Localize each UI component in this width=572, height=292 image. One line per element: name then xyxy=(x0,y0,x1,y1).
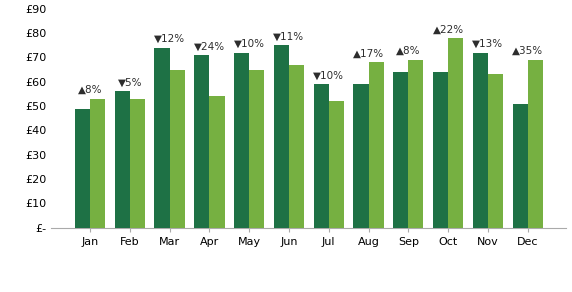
Bar xyxy=(274,45,289,228)
Bar xyxy=(329,101,344,228)
Bar xyxy=(289,65,304,228)
Text: ▲8%: ▲8% xyxy=(78,85,102,95)
Text: ▲8%: ▲8% xyxy=(396,46,420,56)
Text: ▼11%: ▼11% xyxy=(273,32,304,42)
Bar xyxy=(130,99,145,228)
Bar xyxy=(488,74,503,228)
Bar xyxy=(393,72,408,228)
Text: ▼13%: ▼13% xyxy=(472,39,503,49)
Text: ▼24%: ▼24% xyxy=(194,41,225,51)
Bar xyxy=(75,109,90,228)
Bar xyxy=(448,38,463,228)
Bar xyxy=(169,69,185,228)
Bar xyxy=(353,84,368,228)
Bar xyxy=(473,53,488,228)
Bar xyxy=(234,53,249,228)
Bar xyxy=(90,99,105,228)
Bar xyxy=(313,84,329,228)
Bar xyxy=(154,48,169,228)
Bar xyxy=(528,60,543,228)
Bar xyxy=(513,104,528,228)
Bar xyxy=(433,72,448,228)
Text: ▲22%: ▲22% xyxy=(432,24,464,34)
Text: ▼10%: ▼10% xyxy=(313,71,344,81)
Bar xyxy=(249,69,264,228)
Bar xyxy=(209,96,225,228)
Bar xyxy=(368,62,384,228)
Text: ▲17%: ▲17% xyxy=(353,49,384,59)
Text: ▼10%: ▼10% xyxy=(234,39,265,49)
Text: ▼12%: ▼12% xyxy=(154,34,185,44)
Text: ▲35%: ▲35% xyxy=(512,46,543,56)
Bar xyxy=(408,60,423,228)
Text: ▼5%: ▼5% xyxy=(118,78,142,88)
Bar xyxy=(194,55,209,228)
Bar xyxy=(114,91,130,228)
